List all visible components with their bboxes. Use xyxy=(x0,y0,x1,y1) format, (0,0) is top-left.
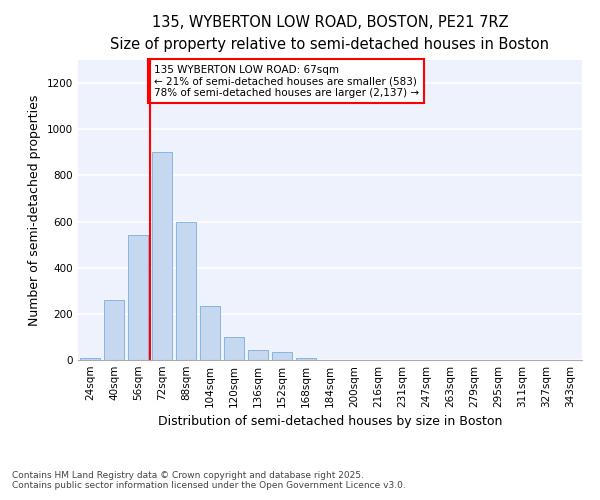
Bar xyxy=(152,152,172,360)
Bar xyxy=(248,350,268,360)
Bar xyxy=(272,352,292,360)
Text: Contains HM Land Registry data © Crown copyright and database right 2025.
Contai: Contains HM Land Registry data © Crown c… xyxy=(12,470,406,490)
Bar xyxy=(200,306,220,360)
Bar xyxy=(224,337,244,360)
Title: 135, WYBERTON LOW ROAD, BOSTON, PE21 7RZ
Size of property relative to semi-detac: 135, WYBERTON LOW ROAD, BOSTON, PE21 7RZ… xyxy=(110,14,550,52)
Bar xyxy=(104,300,124,360)
Bar xyxy=(80,358,100,360)
Bar xyxy=(128,236,148,360)
X-axis label: Distribution of semi-detached houses by size in Boston: Distribution of semi-detached houses by … xyxy=(158,416,502,428)
Y-axis label: Number of semi-detached properties: Number of semi-detached properties xyxy=(28,94,41,326)
Bar xyxy=(296,358,316,360)
Text: 135 WYBERTON LOW ROAD: 67sqm
← 21% of semi-detached houses are smaller (583)
78%: 135 WYBERTON LOW ROAD: 67sqm ← 21% of se… xyxy=(154,64,419,98)
Bar xyxy=(176,222,196,360)
